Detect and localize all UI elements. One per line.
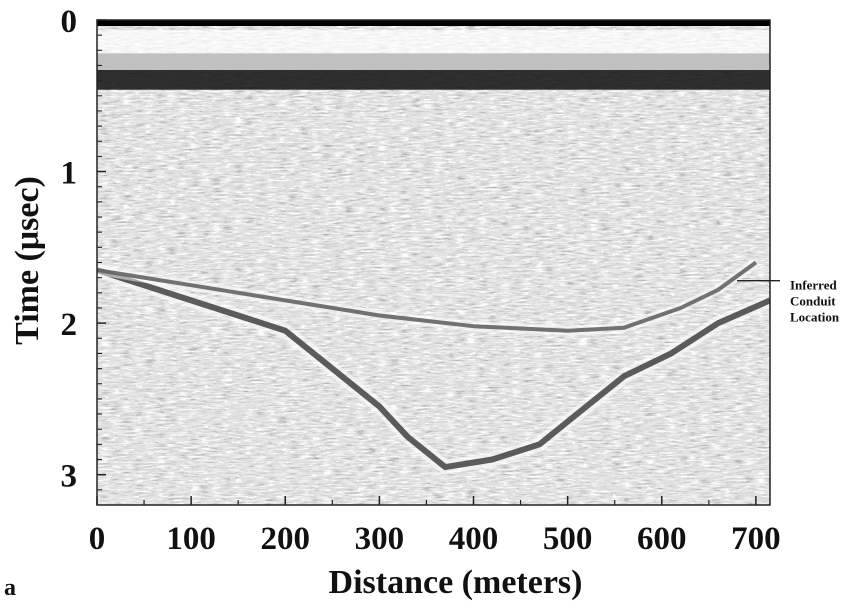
y-tick-label: 1 xyxy=(61,156,78,192)
bed-reflector-line xyxy=(97,267,770,471)
conduit-annotation: Inferred Conduit Location xyxy=(790,278,840,325)
annotation-line-1: Inferred xyxy=(790,278,837,293)
y-tick-label: 0 xyxy=(61,4,78,40)
annotation-line-3: Location xyxy=(790,310,840,325)
x-tick-label: 500 xyxy=(543,521,593,557)
panel-label: a xyxy=(4,575,16,601)
y-axis: 0 1 2 3 xyxy=(61,4,106,495)
x-tick-label: 700 xyxy=(731,521,781,557)
y-tick-label: 3 xyxy=(61,459,78,495)
annotation-line-2: Conduit xyxy=(790,294,836,309)
radargram-texture xyxy=(97,20,770,505)
radargram-image xyxy=(97,20,770,505)
x-tick-label: 300 xyxy=(355,521,405,557)
x-tick-label: 0 xyxy=(89,521,106,557)
conduit-reflector-line xyxy=(97,260,758,333)
x-axis: 0 100 200 300 400 500 600 700 xyxy=(89,496,781,557)
x-tick-label: 600 xyxy=(637,521,687,557)
x-tick-label: 200 xyxy=(261,521,311,557)
y-axis-title: Time (μsec) xyxy=(9,176,46,345)
x-axis-title: Distance (meters) xyxy=(329,564,583,601)
y-tick-label: 2 xyxy=(61,307,78,343)
x-tick-label: 100 xyxy=(166,521,216,557)
x-tick-label: 400 xyxy=(449,521,499,557)
air-wave-line xyxy=(97,20,770,26)
direct-wave-band xyxy=(97,30,770,70)
